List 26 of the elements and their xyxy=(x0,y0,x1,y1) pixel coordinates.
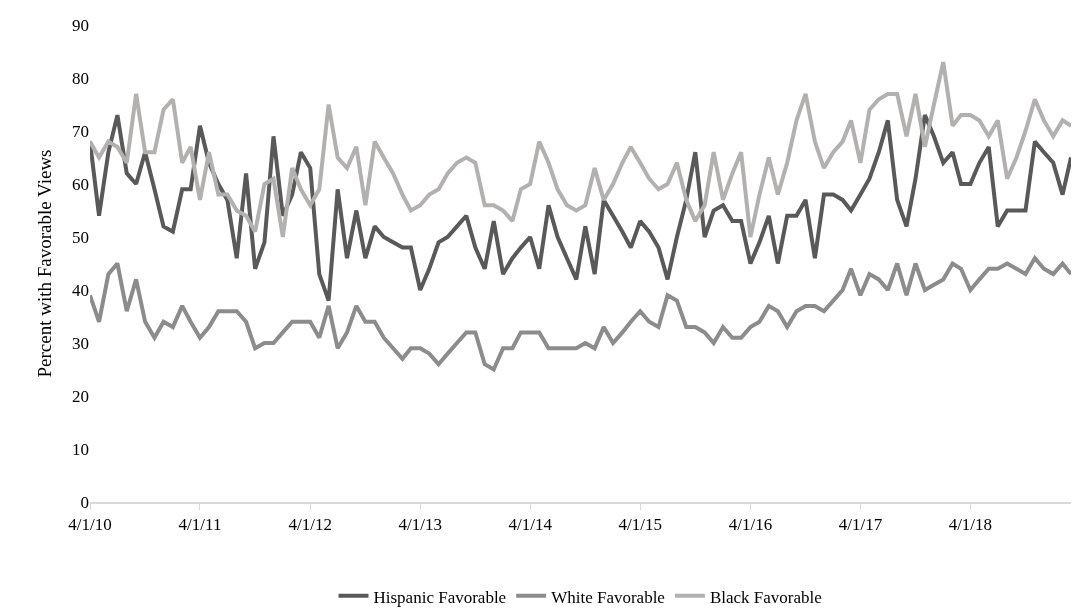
x-tick-label: 4/1/14 xyxy=(508,515,553,535)
x-tick-label: 4/1/12 xyxy=(288,515,332,535)
legend-label: White Favorable xyxy=(551,587,665,607)
y-axis-title: Percent with Favorable Views xyxy=(33,149,55,378)
y-tick-label: 90 xyxy=(72,15,89,35)
x-tick-label: 4/1/18 xyxy=(948,515,993,535)
legend-label: Black Favorable xyxy=(709,587,822,607)
line-series xyxy=(90,256,1071,372)
legend-label: Hispanic Favorable xyxy=(373,587,507,607)
x-tick-label: 4/1/15 xyxy=(618,515,662,535)
x-tick-label: 4/1/10 xyxy=(68,515,112,535)
x-tick-label: 4/1/16 xyxy=(728,515,773,535)
y-tick-label: 20 xyxy=(72,386,89,406)
y-tick-label: 50 xyxy=(72,227,89,247)
y-tick-label: 30 xyxy=(72,333,89,353)
line-series xyxy=(90,60,1071,239)
x-tick-label: 4/1/11 xyxy=(178,515,222,535)
y-tick-label: 70 xyxy=(72,121,89,141)
y-tick-label: 60 xyxy=(72,174,89,194)
x-tick-label: 4/1/17 xyxy=(838,515,883,535)
y-tick-label: 0 xyxy=(80,492,89,512)
y-tick-label: 10 xyxy=(72,439,89,459)
y-tick-label: 80 xyxy=(72,68,89,88)
line-series xyxy=(90,113,1071,303)
y-tick-label: 40 xyxy=(72,280,89,300)
x-tick-label: 4/1/13 xyxy=(398,515,442,535)
